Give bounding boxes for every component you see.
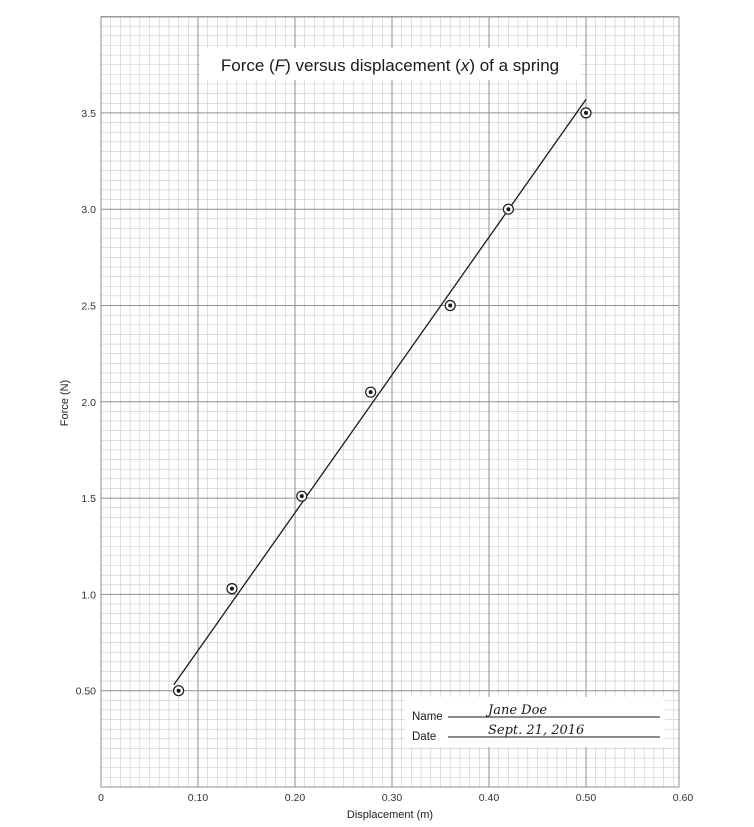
data-point xyxy=(444,299,456,312)
chart-title: Force (F) versus displacement (x) of a s… xyxy=(221,56,559,75)
data-point-dot xyxy=(176,688,181,693)
date-label: Date xyxy=(412,731,436,743)
x-tick-label: 0.60 xyxy=(673,792,694,804)
data-point xyxy=(226,583,238,595)
date-value: Sept. 21, 2016 xyxy=(488,723,584,738)
data-point-dot xyxy=(368,390,373,395)
y-tick-label: 2.5 xyxy=(81,301,96,313)
data-point-dot xyxy=(299,494,304,499)
y-tick-label: 0.50 xyxy=(76,686,97,698)
x-tick-label: 0 xyxy=(98,792,104,804)
best-fit-line xyxy=(173,99,587,686)
data-point-dot xyxy=(229,586,234,591)
y-tick-label: 1.5 xyxy=(81,493,96,505)
x-tick-labels: 0 0.10 0.20 0.30 0.40 0.50 0.60 xyxy=(98,792,693,804)
name-date-background xyxy=(405,697,665,747)
data-point xyxy=(173,685,185,697)
data-point-dot xyxy=(584,110,588,115)
y-tick-label: 3.0 xyxy=(81,204,96,216)
y-tick-label: 3.5 xyxy=(81,108,96,120)
y-tick-labels: 0.50 1.0 1.5 2.0 2.5 3.0 3.5 xyxy=(76,108,97,698)
data-point xyxy=(580,107,592,119)
data-point-dot xyxy=(506,207,511,212)
y-tick-label: 1.0 xyxy=(81,589,96,601)
plot-frame xyxy=(100,16,680,788)
x-tick-label: 0.40 xyxy=(479,792,500,804)
y-axis-label: Force (N) xyxy=(59,380,71,426)
major-grid xyxy=(100,16,680,788)
name-label: Name xyxy=(412,711,443,723)
data-point xyxy=(365,386,377,398)
x-tick-label: 0.30 xyxy=(382,792,403,804)
x-tick-label: 0.50 xyxy=(576,792,597,804)
y-tick-label: 2.0 xyxy=(81,397,96,409)
data-point xyxy=(502,203,514,215)
x-tick-label: 0.20 xyxy=(285,792,306,804)
data-points xyxy=(173,107,592,697)
title-background xyxy=(200,48,580,80)
name-date-box: Name Jane Doe Date Sept. 21, 2016 xyxy=(405,697,665,747)
name-value: Jane Doe xyxy=(485,703,547,718)
x-tick-label: 0.10 xyxy=(188,792,209,804)
data-point-dot xyxy=(448,303,453,308)
x-axis-label: Displacement (m) xyxy=(347,809,433,821)
data-point xyxy=(296,490,308,502)
